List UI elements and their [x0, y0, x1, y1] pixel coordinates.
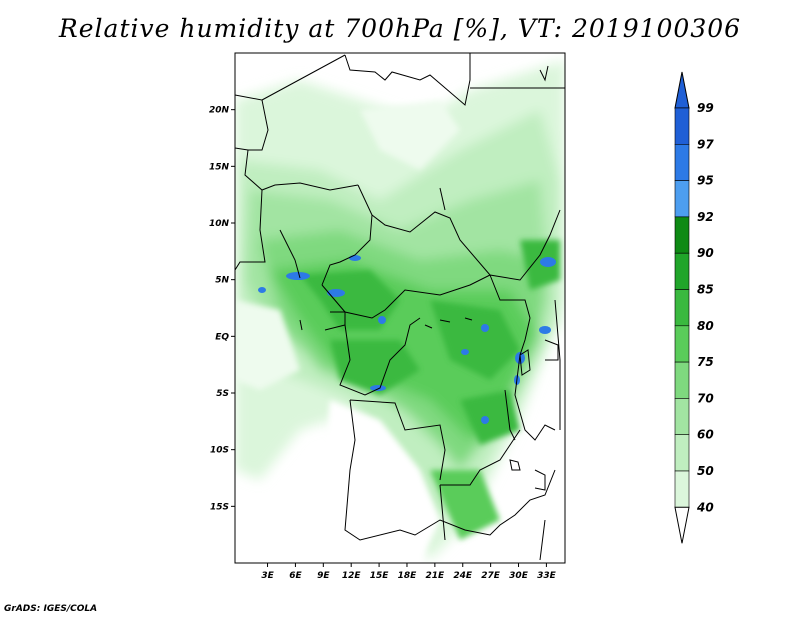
colorbar-label: 75 — [697, 355, 714, 369]
lat-tick-label: 15N — [209, 162, 230, 172]
lat-tick-label: 10S — [210, 446, 229, 456]
lon-tick-label: 21E — [426, 571, 446, 581]
credit-text: GrADS: IGES/COLA — [4, 604, 98, 614]
lat-tick-label: 5S — [216, 389, 229, 399]
colorbar-label: 80 — [697, 319, 714, 333]
colorbar-swatch — [674, 107, 690, 145]
colorbar-label: 97 — [697, 137, 714, 151]
colorbar-bottom-arrow — [674, 506, 690, 544]
colorbar-label: 60 — [697, 428, 714, 442]
humidity-field — [235, 53, 565, 563]
lat-tick-label: 20N — [209, 106, 230, 116]
colorbar-swatch — [674, 180, 690, 218]
colorbar-label: 95 — [697, 174, 714, 188]
colorbar-swatch — [674, 434, 690, 472]
colorbar-swatch — [674, 216, 690, 254]
lon-tick-label: 30E — [509, 571, 529, 581]
lat-tick-label: 5N — [215, 276, 229, 286]
map-title: Relative humidity at 700hPa [%], VT: 201… — [58, 14, 742, 43]
lon-tick-label: 3E — [261, 571, 274, 581]
lon-tick-label: 15E — [370, 571, 390, 581]
lon-tick-label: 24E — [453, 571, 473, 581]
colorbar-label: 92 — [697, 210, 714, 224]
colorbar-swatch — [674, 470, 690, 508]
lat-tick-label: 15S — [210, 502, 229, 512]
lon-tick-label: 12E — [342, 571, 362, 581]
colorbar-label: 50 — [697, 464, 714, 478]
colorbar-swatch — [674, 289, 690, 327]
colorbar-label: 99 — [697, 101, 714, 115]
colorbar-swatch — [674, 325, 690, 363]
colorbar-label: 85 — [697, 283, 714, 297]
lon-tick-label: 27E — [481, 571, 501, 581]
lon-tick-label: 33E — [537, 571, 557, 581]
country-borders — [235, 53, 565, 561]
colorbar-swatch — [674, 398, 690, 435]
map-frame — [234, 52, 566, 564]
lon-tick-label: 6E — [289, 571, 302, 581]
colorbar-label: 70 — [697, 391, 714, 405]
colorbar: 99 97 95 92 90 85 80 75 70 60 50 40 — [674, 71, 714, 544]
colorbar-swatch — [674, 252, 690, 290]
colorbar-swatch — [674, 144, 690, 181]
colorbar-label: 90 — [697, 246, 714, 260]
colorbar-top-arrow — [674, 71, 690, 109]
lon-tick-label: 18E — [398, 571, 418, 581]
lat-tick-label: EQ — [215, 332, 229, 342]
lon-tick-label: 9E — [317, 571, 330, 581]
longitude-axis: 3E 6E 9E 12E 15E 18E 21E 24E 27E 30E 33E — [261, 563, 557, 581]
lat-tick-label: 10N — [209, 219, 230, 229]
colorbar-label: 40 — [696, 500, 714, 514]
colorbar-swatch — [674, 361, 690, 399]
latitude-axis: 20N 15N 10N 5N EQ 5S 10S 15S — [209, 106, 235, 512]
